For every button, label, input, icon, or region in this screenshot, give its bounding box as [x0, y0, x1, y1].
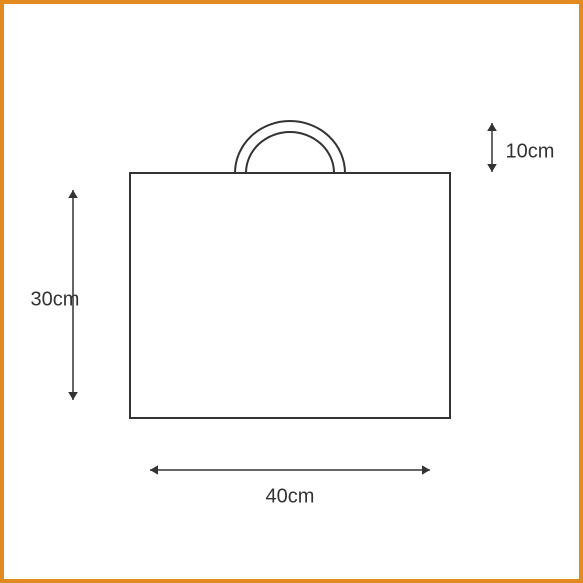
bag-body: [130, 173, 450, 418]
bag-dimension-diagram: 30cm 10cm 40cm: [0, 0, 583, 583]
diagram-frame: 30cm 10cm 40cm: [0, 0, 583, 583]
dim-body-height-label: 30cm: [31, 288, 80, 310]
dim-handle-height-label: 10cm: [506, 140, 555, 162]
dim-width-label: 40cm: [266, 485, 315, 507]
